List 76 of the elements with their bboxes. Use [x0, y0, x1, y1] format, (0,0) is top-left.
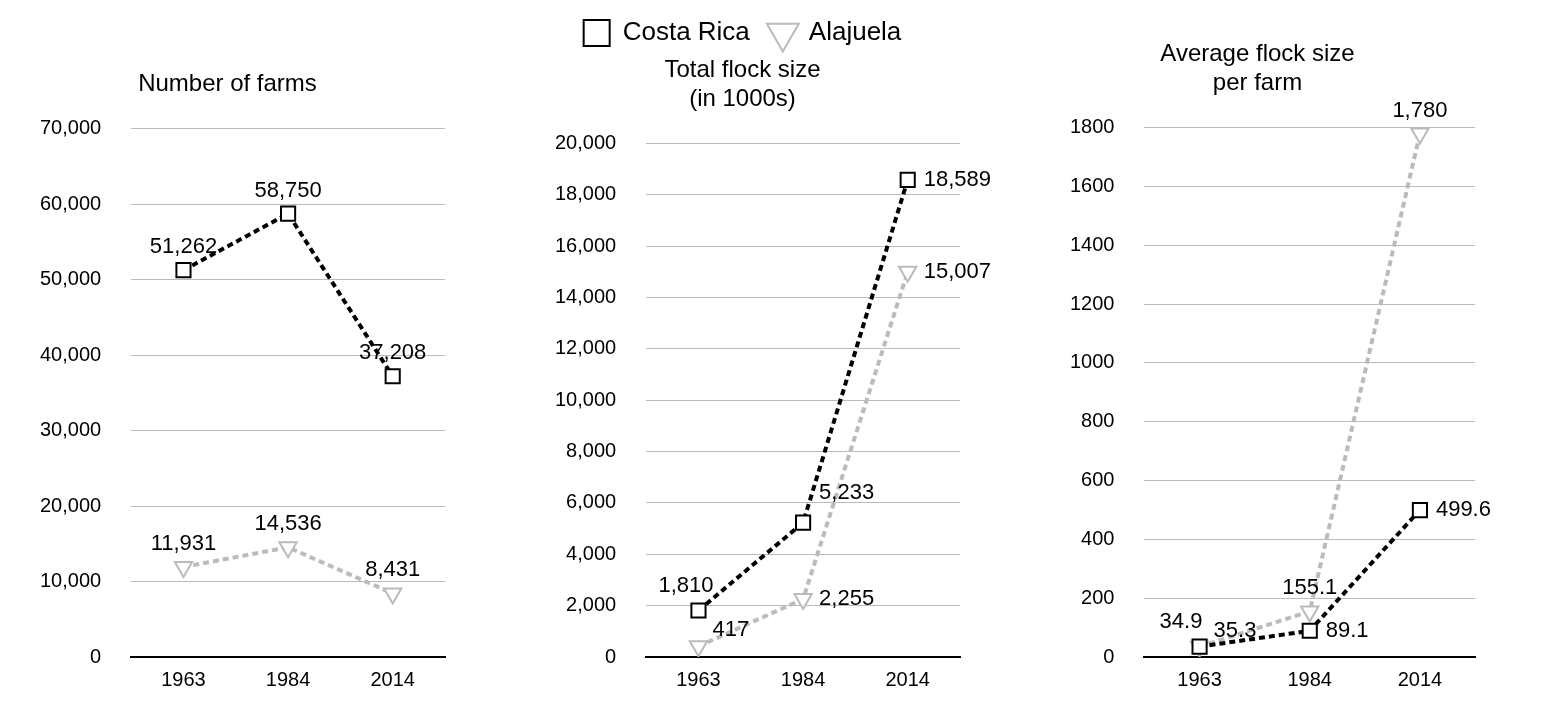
data-label: 35.3 — [1213, 616, 1257, 642]
y-tick-label: 20,000 — [40, 493, 102, 516]
point — [384, 368, 401, 385]
point — [383, 587, 403, 605]
y-tick-label: 2,000 — [566, 593, 617, 616]
y-tick-label: 30,000 — [40, 418, 102, 441]
y-tick-label: 16,000 — [555, 233, 617, 256]
point — [898, 265, 918, 283]
point — [690, 602, 707, 619]
data-label: 1,780 — [1392, 96, 1448, 122]
point — [1410, 127, 1430, 145]
y-tick-label: 60,000 — [40, 191, 102, 214]
point — [280, 205, 297, 222]
point — [688, 640, 709, 657]
y-tick-label: 18,000 — [555, 182, 617, 205]
y-tick-label: 1600 — [1069, 173, 1115, 196]
y-tick-label: 600 — [1081, 468, 1115, 491]
data-label: 1,810 — [658, 571, 714, 597]
x-tick-label: 2014 — [885, 667, 930, 690]
y-tick-label: 1800 — [1069, 115, 1115, 138]
y-tick-label: 50,000 — [40, 267, 102, 290]
data-label: 34.9 — [1159, 607, 1203, 633]
y-tick-label: 400 — [1081, 526, 1115, 549]
y-tick-label: 4,000 — [566, 541, 617, 564]
data-label: 37,208 — [359, 339, 427, 365]
y-tick-label: 6,000 — [566, 490, 617, 513]
y-tick-label: 12,000 — [555, 336, 617, 359]
data-label: 58,750 — [254, 176, 322, 202]
y-tick-label: 1200 — [1069, 291, 1115, 314]
chart-title: Total flock size (in 1000s) — [664, 55, 821, 111]
data-label: 2,255 — [819, 585, 875, 611]
x-tick-label: 1984 — [780, 667, 826, 690]
legend-label: Costa Rica — [622, 16, 751, 47]
data-label: 155.1 — [1282, 574, 1338, 600]
chart-title: Number of farms — [138, 69, 317, 97]
x-tick-label: 1984 — [1287, 667, 1332, 690]
point — [173, 560, 194, 578]
point — [278, 541, 298, 559]
x-tick-label: 1963 — [676, 667, 721, 690]
y-tick-label: 1000 — [1069, 350, 1115, 373]
y-tick-label: 0 — [605, 644, 617, 667]
y-tick-label: 10,000 — [555, 387, 617, 410]
point — [1301, 622, 1318, 639]
y-tick-label: 14,000 — [555, 285, 617, 308]
y-tick-label: 800 — [1081, 409, 1115, 432]
y-tick-label: 70,000 — [40, 116, 102, 139]
y-tick-label: 20,000 — [555, 131, 617, 154]
data-label: 18,589 — [923, 165, 991, 191]
point — [793, 593, 813, 611]
data-label: 5,233 — [819, 478, 875, 504]
point — [175, 262, 192, 279]
y-tick-label: 0 — [90, 644, 102, 667]
data-label: 8,431 — [365, 556, 421, 582]
data-label: 14,536 — [254, 510, 322, 536]
data-label: 11,931 — [150, 530, 217, 556]
data-label: 89.1 — [1325, 616, 1369, 642]
y-tick-label: 0 — [1103, 644, 1115, 667]
point — [1411, 501, 1428, 519]
x-tick-label: 1963 — [161, 667, 206, 690]
data-label: 15,007 — [923, 257, 991, 283]
data-label: 499.6 — [1435, 496, 1491, 522]
y-tick-label: 40,000 — [40, 342, 102, 365]
y-tick-label: 10,000 — [40, 569, 102, 592]
x-tick-label: 2014 — [1397, 667, 1443, 690]
x-tick-label: 1984 — [265, 667, 311, 690]
point — [795, 514, 812, 531]
data-label: 51,262 — [149, 233, 218, 259]
x-tick-label: 2014 — [370, 667, 415, 690]
chart-title: Average flock size per farm — [1160, 39, 1355, 95]
point — [899, 171, 916, 188]
y-tick-label: 1400 — [1069, 232, 1115, 255]
y-tick-label: 8,000 — [566, 439, 617, 462]
data-label: 417 — [712, 616, 750, 642]
x-tick-label: 1963 — [1177, 667, 1222, 690]
y-tick-label: 200 — [1081, 585, 1115, 608]
legend-label: Alajuela — [808, 16, 902, 47]
